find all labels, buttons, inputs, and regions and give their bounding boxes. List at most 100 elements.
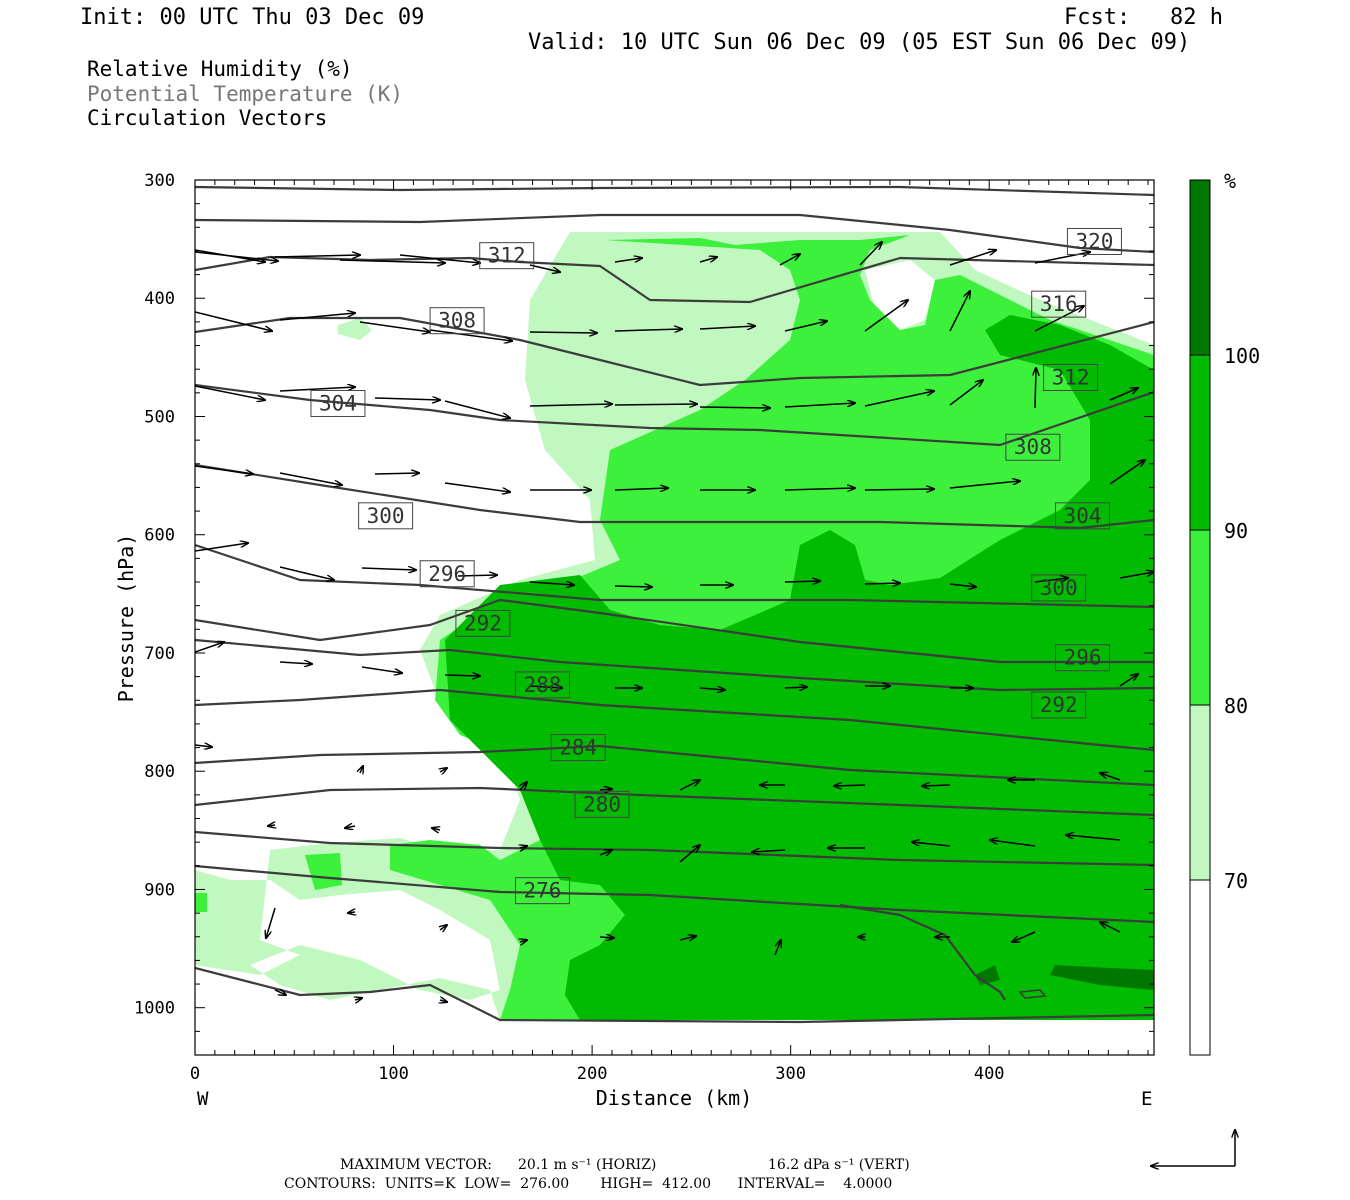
circulation-vector bbox=[864, 300, 908, 332]
circulation-vector bbox=[266, 907, 276, 938]
theta-contour-line bbox=[195, 383, 1154, 447]
circulation-vector bbox=[520, 940, 527, 942]
circulation-vector bbox=[599, 789, 612, 790]
circulation-vector bbox=[784, 581, 820, 582]
theta-label-316: 316 bbox=[1031, 290, 1087, 318]
colorbar-label: 100 bbox=[1224, 344, 1260, 368]
circulation-vector bbox=[679, 936, 696, 940]
circulation-vector bbox=[274, 990, 286, 995]
y-tick-label: 800 bbox=[144, 762, 175, 782]
theta-label-304: 304 bbox=[1055, 502, 1111, 530]
circulation-vector bbox=[279, 313, 355, 321]
circulation-vector bbox=[440, 768, 447, 772]
theta-contour-line bbox=[195, 598, 1154, 664]
y-tick-label: 400 bbox=[144, 289, 175, 309]
circulation-vector bbox=[784, 321, 827, 332]
circulation-vector bbox=[360, 766, 363, 773]
circulation-vector bbox=[529, 686, 562, 688]
circulation-vector bbox=[440, 925, 447, 930]
theta-label-text: 296 bbox=[428, 562, 466, 586]
y-tick-label: 300 bbox=[144, 171, 175, 191]
circulation-vector bbox=[195, 249, 265, 262]
x-tick-label: 300 bbox=[775, 1064, 806, 1084]
theta-contour-line bbox=[195, 864, 1154, 924]
circulation-vector bbox=[195, 745, 212, 747]
circulation-vector bbox=[279, 472, 342, 485]
theta-label-292: 292 bbox=[1031, 691, 1087, 719]
theta-label-box bbox=[455, 609, 511, 637]
theta-label-text: 300 bbox=[367, 504, 405, 528]
circulation-vector bbox=[949, 380, 983, 406]
circulation-vector bbox=[195, 385, 265, 400]
circulation-vector bbox=[599, 850, 612, 855]
colorbar-swatch bbox=[1189, 529, 1211, 706]
circulation-vector bbox=[444, 675, 480, 676]
theta-label-box bbox=[574, 790, 630, 818]
theta-label-box bbox=[310, 389, 366, 417]
circulation-vector bbox=[1100, 773, 1121, 781]
y-tick-label: 1000 bbox=[134, 999, 175, 1019]
circulation-vector bbox=[922, 785, 951, 786]
circulation-vector bbox=[1012, 931, 1036, 942]
x-tick-label: 100 bbox=[378, 1064, 409, 1084]
theta-label-280: 280 bbox=[574, 790, 630, 818]
x-tick-labels: 0 100 200 300 400 bbox=[190, 1064, 1005, 1084]
theta-contour-line bbox=[1018, 989, 1047, 999]
theta-label-text: 308 bbox=[1014, 435, 1052, 459]
circulation-vector bbox=[444, 400, 510, 418]
circulation-vector bbox=[1119, 572, 1154, 579]
circulation-vector bbox=[1034, 252, 1090, 264]
theta-contours bbox=[195, 185, 1154, 1024]
circulation-vector bbox=[699, 688, 725, 690]
theta-label-box bbox=[514, 671, 570, 699]
circulation-vector bbox=[679, 780, 700, 791]
theta-label-box bbox=[1031, 691, 1087, 719]
circulation-vector bbox=[699, 407, 770, 408]
circulation-vector bbox=[699, 257, 717, 263]
circulation-vector bbox=[699, 326, 755, 329]
x-axis-title: Distance (km) bbox=[596, 1086, 753, 1110]
x-tick-label: 200 bbox=[577, 1064, 608, 1084]
circulation-vector bbox=[834, 785, 866, 786]
theta-contour-line bbox=[839, 903, 1006, 1001]
theta-contour-line bbox=[195, 543, 1154, 609]
theta-label-box bbox=[1055, 644, 1111, 672]
valid-time: Valid: 10 UTC Sun 06 Dec 09 (05 EST Sun … bbox=[528, 30, 1191, 55]
theta-label-text: 320 bbox=[1075, 229, 1113, 253]
circulation-vector bbox=[949, 250, 996, 266]
theta-contour-line bbox=[195, 638, 1154, 692]
circulation-vector bbox=[859, 242, 882, 266]
x-axis-west-label: W bbox=[197, 1088, 209, 1110]
y-tick-label: 700 bbox=[144, 644, 175, 664]
theta-label-296: 296 bbox=[419, 560, 475, 588]
colorbar-label: 70 bbox=[1224, 869, 1248, 893]
circulation-vector bbox=[752, 850, 786, 852]
theta-label-text: 276 bbox=[523, 879, 561, 903]
theta-contour-line bbox=[195, 463, 1154, 530]
circulation-vector bbox=[679, 845, 700, 863]
circulation-vectors bbox=[195, 242, 1154, 1002]
max-vector-vert: 16.2 dPa s⁻¹ (VERT) bbox=[768, 1157, 910, 1173]
theta-label-292: 292 bbox=[455, 609, 511, 637]
circulation-vector bbox=[274, 255, 360, 257]
circulation-vector bbox=[949, 481, 1020, 489]
circulation-vector bbox=[440, 1000, 447, 1002]
rh-80-90-west-patch bbox=[305, 853, 342, 890]
circulation-vector bbox=[529, 582, 574, 585]
rh-70-80-small bbox=[338, 318, 372, 340]
circulation-vector bbox=[520, 782, 527, 791]
theta-label-308: 308 bbox=[1005, 433, 1061, 461]
theta-label-text: 304 bbox=[319, 391, 357, 415]
theta-contour-line bbox=[195, 688, 1154, 752]
rh-80-90-edge-patch bbox=[195, 893, 207, 912]
circulation-vector bbox=[774, 940, 781, 956]
colorbar-unit: % bbox=[1224, 169, 1236, 193]
circulation-vector bbox=[990, 840, 1036, 847]
theta-contour-line bbox=[195, 255, 1154, 304]
y-tick-label: 500 bbox=[144, 407, 175, 427]
colorbar: 70 80 90 100% bbox=[1189, 169, 1260, 1056]
y-tick-label: 600 bbox=[144, 526, 175, 546]
x-axis-east-label: E bbox=[1141, 1088, 1152, 1110]
theta-label-text: 308 bbox=[438, 309, 476, 333]
circulation-vector bbox=[1035, 368, 1036, 409]
